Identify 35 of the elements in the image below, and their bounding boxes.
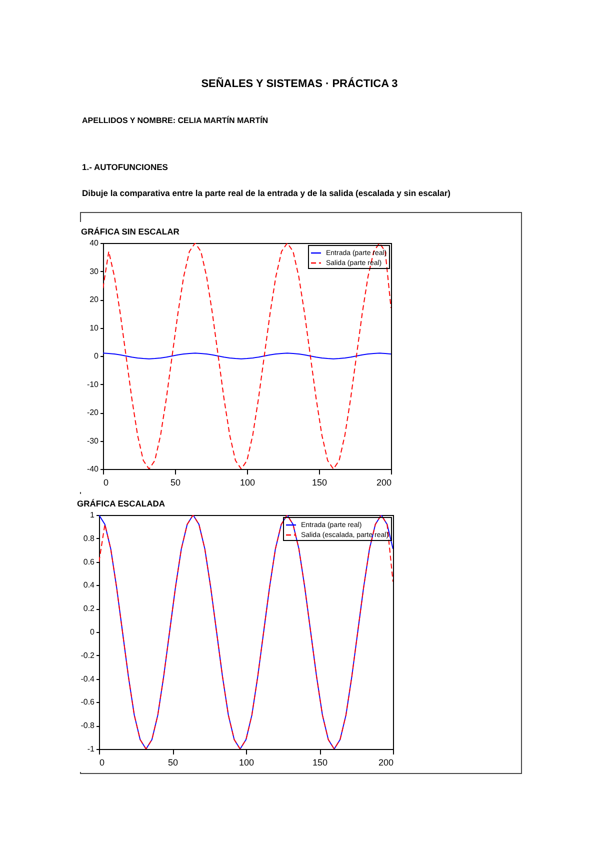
x-tick-label: 50 (170, 478, 181, 488)
text: Dibuje la comparativa entre la parte real de la entrada y de la salida (escalada y sin escalar) (82, 188, 451, 198)
y-tick-label: 0.6 (83, 557, 96, 566)
y-tick-label: 40 (90, 238, 100, 248)
y-tick-label: 30 (90, 266, 100, 276)
x-tick-label: 150 (312, 758, 328, 768)
text: SEÑALES Y SISTEMAS · PRÁCTICA 3 (200, 78, 399, 90)
y-tick-label: 0.8 (83, 534, 96, 543)
y-tick-label: -40 (86, 464, 100, 474)
text: APELLIDOS Y NOMBRE: CELIA MARTÍN MARTÍN (82, 116, 268, 125)
y-tick-label: 1 (90, 510, 96, 520)
y-tick-label: -1 (87, 744, 96, 754)
x-tick-label: 0 (104, 478, 109, 488)
y-tick-label: 0 (94, 352, 100, 360)
y-tick-label: 0.4 (83, 580, 96, 590)
x-tick-label: 200 (378, 758, 394, 768)
x-tick-label: 100 (238, 758, 254, 768)
y-tick-label: 20 (90, 295, 100, 304)
x-tick-label: 50 (168, 758, 178, 768)
x-tick-label: 150 (312, 478, 328, 488)
text: 1.- AUTOFUNCIONES (82, 162, 168, 172)
y-tick-label: 10 (90, 323, 100, 332)
y-tick-label: 0 (90, 628, 96, 636)
y-tick-label: -0.2 (80, 650, 96, 660)
y-tick-label: -0.6 (80, 698, 96, 707)
chart-title: GRÁFICA ESCALADA (77, 498, 165, 508)
y-tick-label: -20 (86, 408, 100, 417)
chart-title: GRÁFICA SIN ESCALAR (81, 226, 180, 236)
y-tick-label: -10 (86, 380, 100, 389)
y-tick-label: -0.4 (80, 674, 96, 684)
x-tick-label: 200 (376, 478, 392, 488)
x-tick-label: 100 (240, 478, 256, 488)
y-tick-label: -30 (86, 436, 100, 446)
y-tick-label: 0.2 (83, 604, 96, 614)
y-tick-label: -0.8 (80, 721, 96, 730)
